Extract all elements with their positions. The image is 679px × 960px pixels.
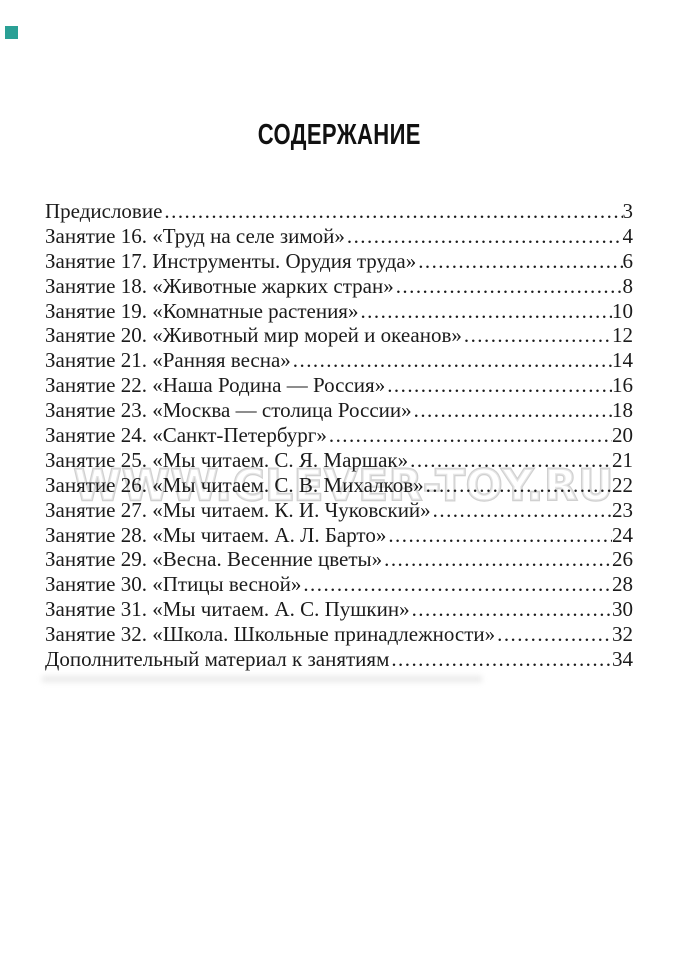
toc-entry-page-number: 20 (612, 423, 633, 448)
toc-entry-page-number: 6 (622, 248, 634, 273)
corner-watermark-square (5, 26, 18, 39)
toc-entry: Занятие 31. «Мы читаем. А. С. Пушкин» 30 (45, 597, 633, 622)
toc-leader-dots (391, 647, 612, 672)
toc-entry: Занятие 23. «Москва — столица России» 18 (45, 398, 633, 423)
toc-entry-page-number: 18 (612, 398, 633, 423)
toc-entry: Занятие 25. «Мы читаем. С. Я. Маршак» 21 (45, 448, 633, 473)
toc-leader-dots (418, 249, 622, 274)
toc-entry-page-number: 34 (612, 647, 633, 672)
toc-entry-page-number: 28 (612, 572, 633, 597)
toc-leader-dots (387, 373, 612, 398)
toc-entry-page-number: 23 (612, 497, 633, 522)
toc-leader-dots (426, 473, 612, 498)
toc-entry-page-number: 21 (612, 447, 633, 472)
scan-artifact-smudge (42, 676, 482, 682)
page-title-text: СОДЕРЖАНИЕ (257, 119, 422, 151)
toc-leader-dots (360, 299, 612, 324)
toc-entry-page-number: 14 (612, 348, 633, 373)
toc-entry-page-number: 4 (622, 223, 634, 248)
toc-entry-title: Занятие 17. Инструменты. Орудия труда» (45, 248, 417, 273)
toc-leader-dots (347, 224, 623, 249)
toc-entry-page-number: 10 (612, 298, 633, 323)
toc-entry: Занятие 30. «Птицы весной» 28 (45, 572, 633, 597)
toc-entry-title: Занятие 20. «Животный мир морей и океано… (45, 323, 462, 348)
toc-entry-title: Занятие 32. «Школа. Школьные принадлежно… (45, 622, 496, 647)
toc-entry-page-number: 26 (612, 547, 633, 572)
toc-entry-page-number: 24 (612, 522, 633, 547)
toc-leader-dots (414, 398, 612, 423)
toc-entry: Занятие 21. «Ранняя весна» 14 (45, 348, 633, 373)
toc-entry-page-number: 12 (612, 323, 633, 348)
toc-entry-page-number: 3 (622, 199, 634, 223)
toc-entry: Занятие 20. «Животный мир морей и океано… (45, 323, 633, 348)
toc-leader-dots (384, 547, 612, 572)
toc-entry-page-number: 16 (612, 373, 633, 398)
toc-entry: Занятие 27. «Мы читаем. К. И. Чуковский»… (45, 498, 633, 523)
toc-entry: Дополнительный материал к занятиям 34 (45, 647, 633, 672)
toc-entry: Занятие 22. «Наша Родина — Россия» 16 (45, 373, 633, 398)
toc-entry-title: Занятие 24. «Санкт-Петербург» (45, 423, 327, 448)
toc-entry-title: Занятие 19. «Комнатные растения» (45, 298, 359, 323)
toc-leader-dots (329, 423, 612, 448)
toc-entry: Занятие 16. «Труд на селе зимой» 4 (45, 224, 633, 249)
toc-entry-title: Занятие 27. «Мы читаем. К. И. Чуковский» (45, 497, 431, 522)
toc-entry: Занятие 29. «Весна. Весенние цветы» 26 (45, 547, 633, 572)
toc-leader-dots (412, 597, 612, 622)
toc-entry-title: Занятие 18. «Животные жарких стран» (45, 273, 394, 298)
toc-entry-title: Занятие 26. «Мы читаем. С. В. Михалков» (45, 472, 424, 497)
toc-entry-page-number: 32 (612, 622, 633, 647)
toc-leader-dots (410, 448, 612, 473)
toc-entry-title: Занятие 21. «Ранняя весна» (45, 348, 291, 373)
toc-leader-dots (464, 323, 612, 348)
toc-entry-title: Занятие 31. «Мы читаем. А. С. Пушкин» (45, 597, 410, 622)
toc-leader-dots (433, 498, 612, 523)
toc-entry-title: Занятие 29. «Весна. Весенние цветы» (45, 547, 383, 572)
toc-entry: Предисловие 3 (45, 199, 633, 224)
toc-entry: Занятие 32. «Школа. Школьные принадлежно… (45, 622, 633, 647)
toc-entry: Занятие 24. «Санкт-Петербург» 20 (45, 423, 633, 448)
toc-leader-dots (388, 523, 612, 548)
toc-entry: Занятие 18. «Животные жарких стран» 8 (45, 274, 633, 299)
toc-entry: Занятие 17. Инструменты. Орудия труда» 6 (45, 249, 633, 274)
toc-entry-title: Занятие 30. «Птицы весной» (45, 572, 302, 597)
toc-leader-dots (303, 572, 612, 597)
toc-leader-dots (293, 348, 612, 373)
toc-entry-page-number: 8 (622, 273, 634, 298)
toc-leader-dots (164, 199, 622, 224)
toc-entry-page-number: 30 (612, 597, 633, 622)
toc-entry: Занятие 26. «Мы читаем. С. В. Михалков» … (45, 473, 633, 498)
toc-entry-title: Занятие 25. «Мы читаем. С. Я. Маршак» (45, 447, 409, 472)
toc-list: Предисловие 3 Занятие 16. «Труд на селе … (45, 199, 633, 672)
toc-entry-title: Занятие 23. «Москва — столица России» (45, 398, 412, 423)
toc-entry-title: Занятие 16. «Труд на селе зимой» (45, 223, 345, 248)
toc-entry: Занятие 28. «Мы читаем. А. Л. Барто» 24 (45, 523, 633, 548)
toc-leader-dots (497, 622, 612, 647)
toc-leader-dots (396, 274, 623, 299)
toc-entry-title: Дополнительный материал к занятиям (45, 647, 390, 672)
page-title: СОДЕРЖАНИЕ (0, 119, 679, 152)
toc-entry-title: Предисловие (45, 199, 163, 223)
toc-entry-page-number: 22 (612, 472, 633, 497)
toc-entry-title: Занятие 28. «Мы читаем. А. Л. Барто» (45, 522, 387, 547)
toc-entry: Занятие 19. «Комнатные растения» 10 (45, 299, 633, 324)
toc-entry-title: Занятие 22. «Наша Родина — Россия» (45, 373, 386, 398)
